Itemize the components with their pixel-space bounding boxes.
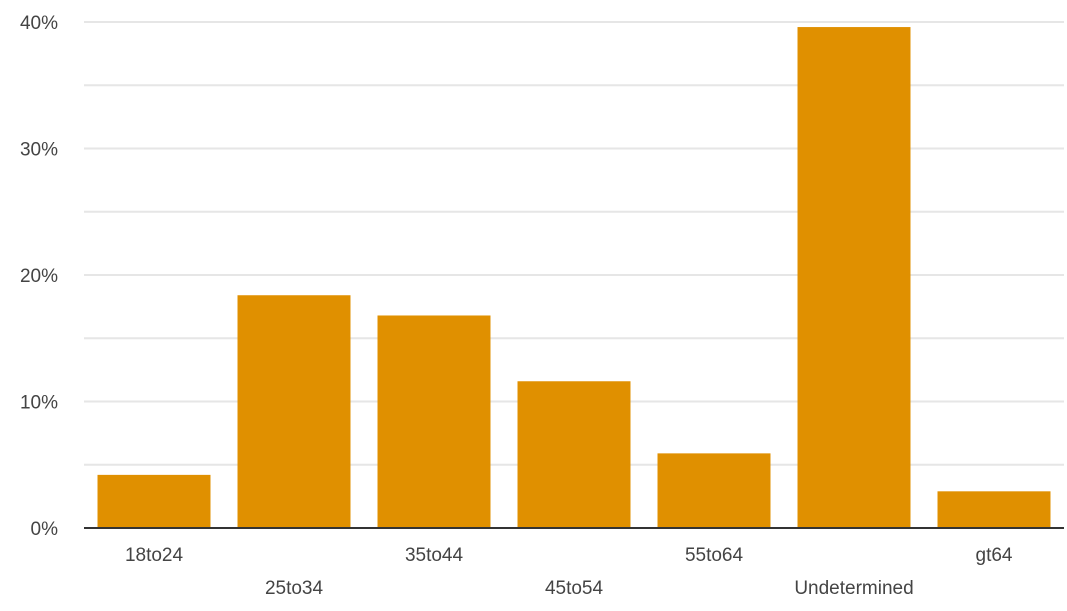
bar-35to44 bbox=[377, 315, 491, 528]
x-tick-label: 45to54 bbox=[545, 578, 604, 599]
y-axis-ticks: 0% 10% 20% 30% 40% bbox=[20, 13, 58, 540]
bar-18to24 bbox=[97, 474, 211, 528]
y-tick-label: 40% bbox=[20, 13, 58, 34]
bar-gt64 bbox=[937, 491, 1051, 528]
bar-45to54 bbox=[517, 381, 631, 528]
bar-55to64 bbox=[657, 453, 771, 528]
y-tick-label: 20% bbox=[20, 266, 58, 287]
x-tick-label: Undetermined bbox=[794, 578, 913, 599]
x-tick-label: gt64 bbox=[976, 545, 1013, 566]
y-tick-label: 10% bbox=[20, 393, 58, 414]
bars bbox=[97, 27, 1051, 529]
x-tick-label: 55to64 bbox=[685, 545, 744, 566]
x-tick-label: 35to44 bbox=[405, 545, 464, 566]
x-axis-ticks: 18to24 25to34 35to44 45to54 55to64 Undetermin… bbox=[125, 545, 1013, 599]
x-tick-label: 18to24 bbox=[125, 545, 184, 566]
bar-undetermined bbox=[797, 27, 911, 529]
y-tick-label: 0% bbox=[31, 519, 59, 540]
bar-25to34 bbox=[237, 295, 351, 528]
y-tick-label: 30% bbox=[20, 140, 58, 161]
x-tick-label: 25to34 bbox=[265, 578, 324, 599]
